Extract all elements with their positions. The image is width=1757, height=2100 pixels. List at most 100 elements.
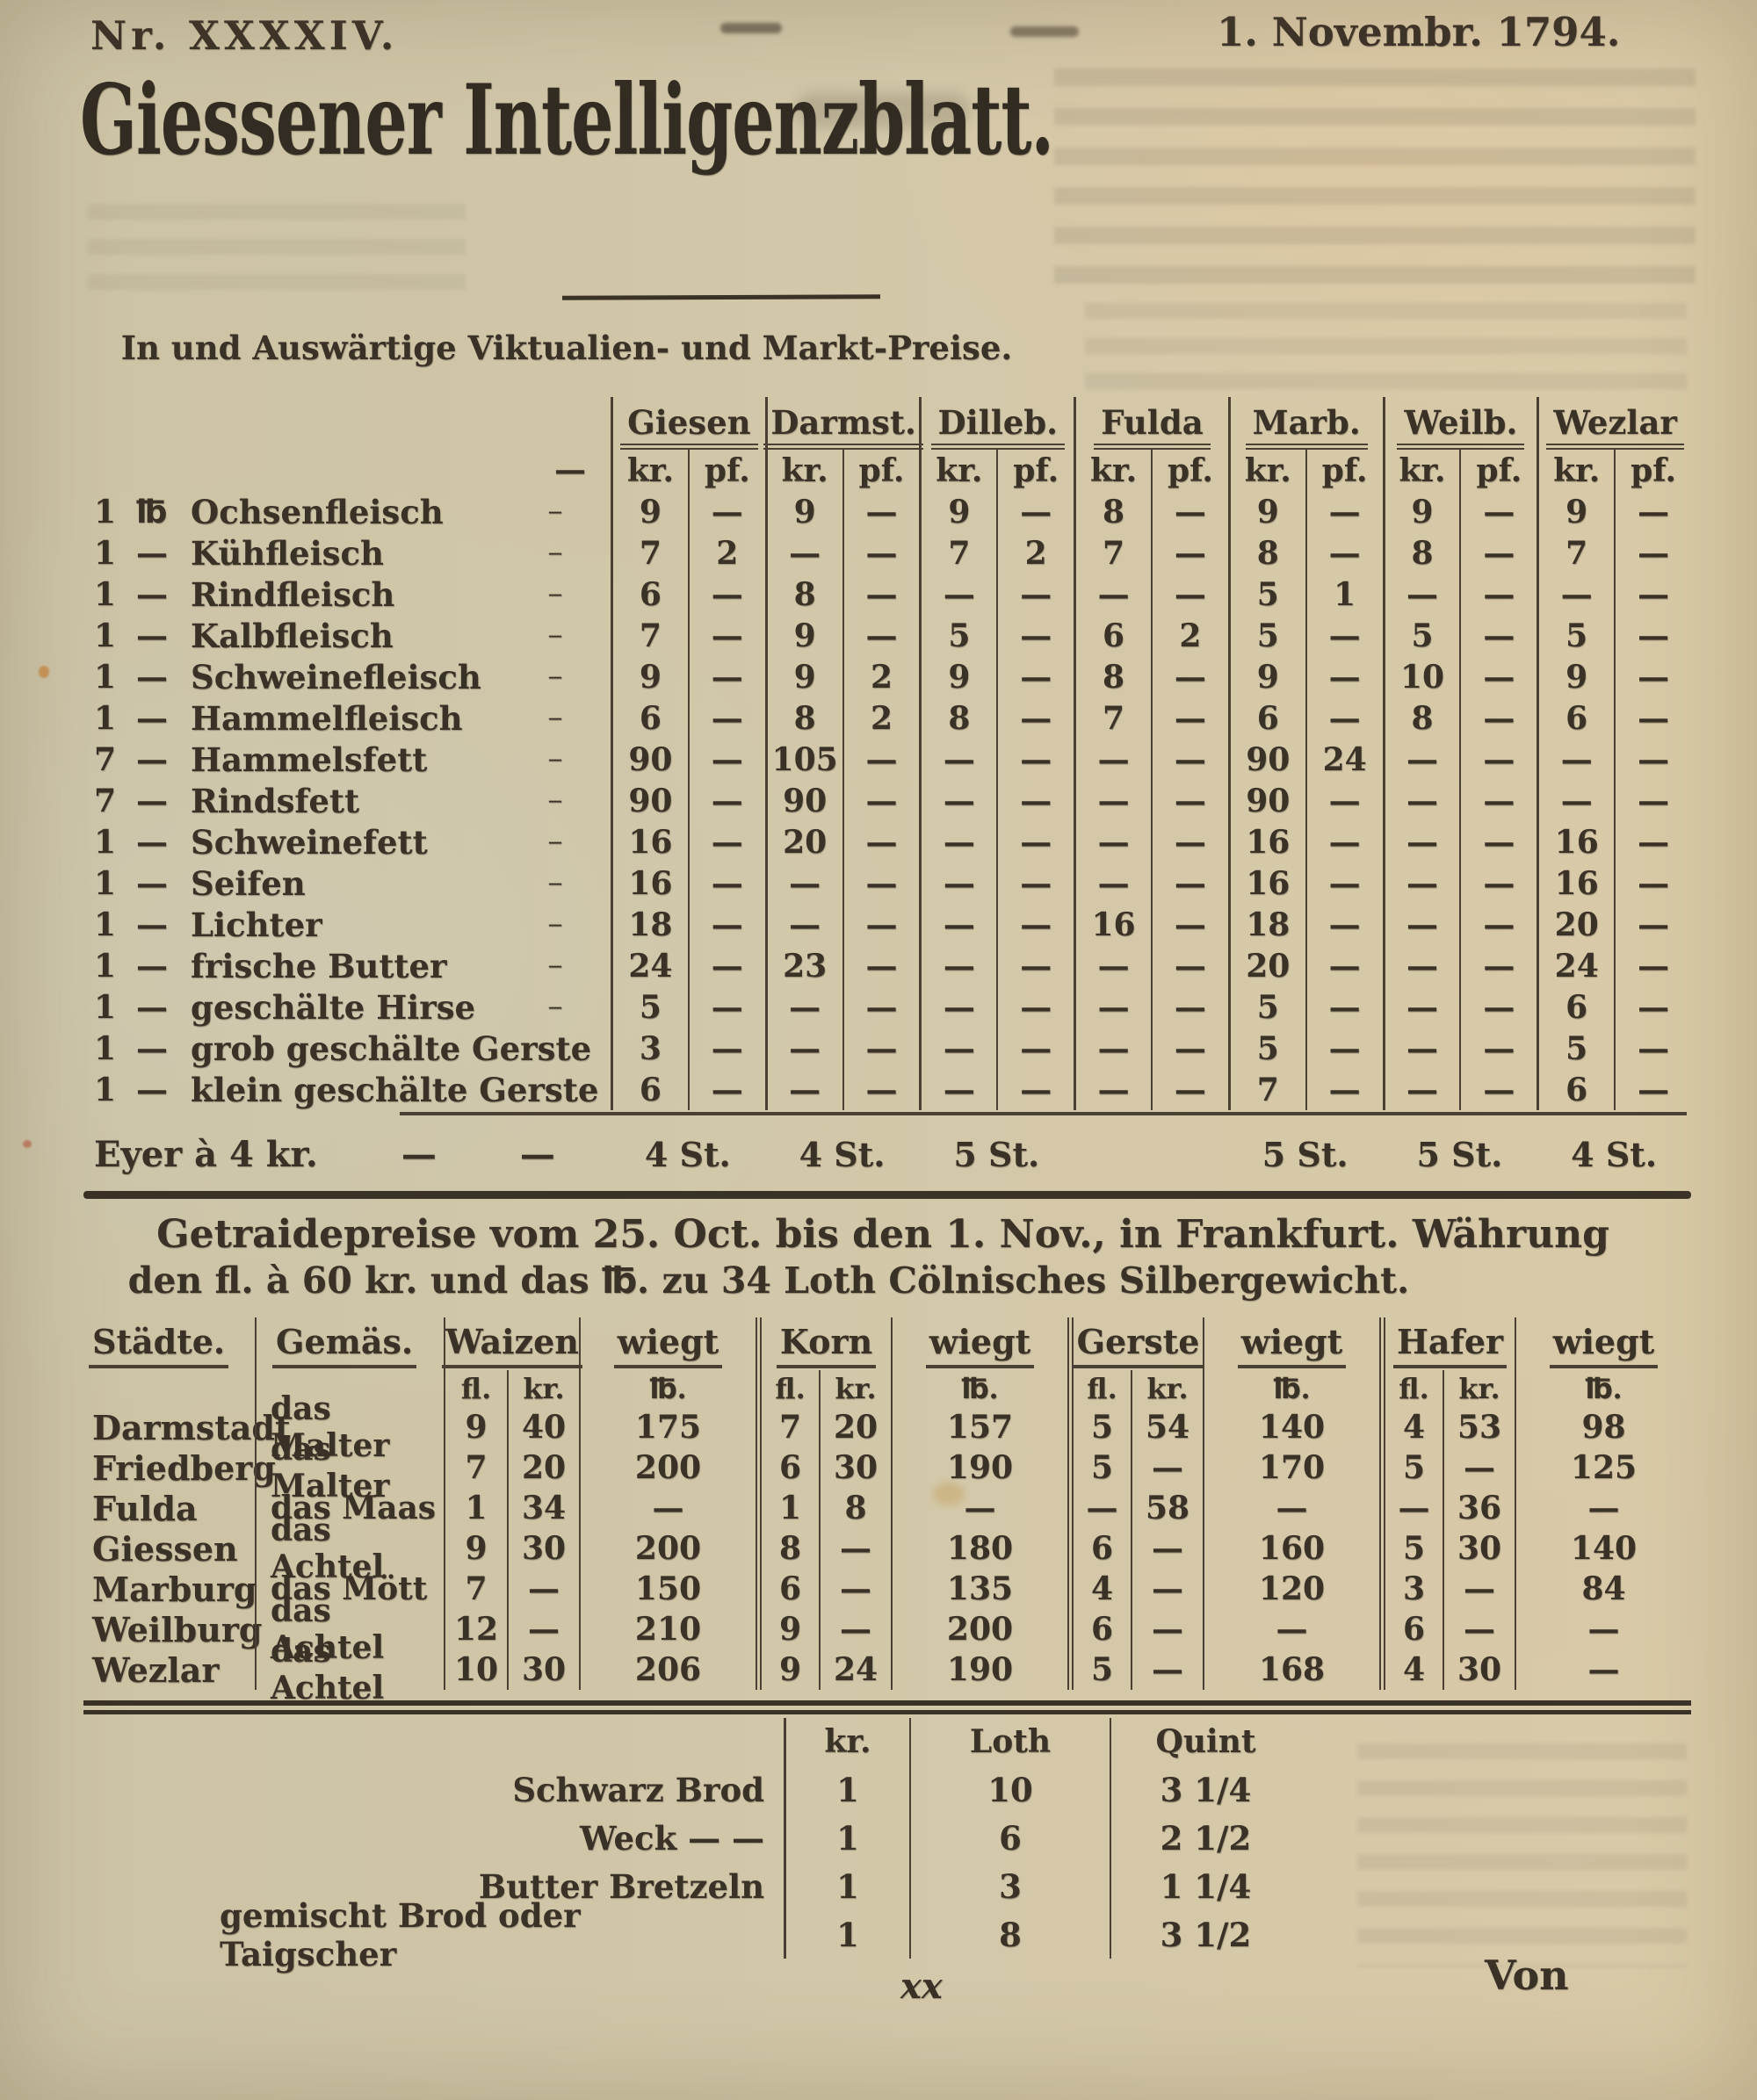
market-value: — [919, 780, 996, 821]
grain-header-waizen: Waizen [442, 1317, 582, 1370]
market-value: — [919, 904, 996, 945]
market-value: 5 [1536, 615, 1614, 656]
grain-header-wiegt: wiegt [1515, 1317, 1691, 1370]
market-pf-header: pf. [842, 450, 920, 491]
bread-loth-value: 8 [911, 1910, 1111, 1959]
market-value: 2 [842, 656, 920, 697]
market-value: — [1305, 532, 1383, 574]
eggs-value: 4 St. [644, 1134, 731, 1174]
market-kr-header: kr. [764, 450, 842, 491]
market-value: 16 [1227, 821, 1305, 862]
market-value: — [687, 656, 765, 697]
grain-measure: das Achtel [255, 1512, 444, 1585]
market-value: — [687, 574, 765, 615]
grain-value: — [1515, 1488, 1691, 1528]
grain-value: 36 [1442, 1488, 1515, 1528]
market-value: — [996, 986, 1074, 1028]
grain-value: — [819, 1609, 891, 1649]
market-city-name: Wezlar [1546, 407, 1684, 450]
market-value: — [1382, 780, 1460, 821]
market-value: — [842, 1028, 920, 1069]
signature-mark: xx [900, 1966, 943, 2007]
grain-value: — [1131, 1569, 1203, 1609]
grain-city: Weilburg [92, 1609, 263, 1649]
market-value: — [687, 1028, 765, 1069]
market-value: — [1459, 1028, 1536, 1069]
grain-value: 58 [1131, 1488, 1203, 1528]
grain-value: 206 [579, 1649, 756, 1690]
market-value: — [1459, 491, 1536, 532]
grain-value: 140 [1203, 1407, 1379, 1447]
grain-value: 7 [756, 1407, 819, 1447]
grain-value: — [1131, 1528, 1203, 1569]
market-value: 16 [1536, 821, 1614, 862]
market-value: 20 [1536, 904, 1614, 945]
bread-header-quint: Quint [1155, 1723, 1256, 1760]
row-quantity: 7 [94, 740, 117, 778]
market-value: — [1150, 574, 1228, 615]
bread-item: Schwarz Brod [220, 1765, 786, 1814]
row-unit: ℔ [136, 493, 168, 530]
market-value: — [919, 821, 996, 862]
market-value: 2 [996, 532, 1074, 574]
grain-value: 24 [819, 1649, 891, 1690]
market-kr-header: kr. [611, 450, 688, 491]
grain-value: 190 [891, 1447, 1067, 1488]
grain-name: Gerste [1073, 1325, 1204, 1368]
market-value: — [996, 862, 1074, 904]
row-trailing-dash: — [548, 545, 562, 561]
market-value: — [842, 615, 920, 656]
grain-value: 9 [444, 1407, 507, 1447]
bread-corner-cell [220, 1718, 786, 1765]
market-kr-header: kr. [919, 450, 996, 491]
market-value: — [764, 532, 842, 574]
row-unit: — [136, 1071, 168, 1108]
market-value: — [1382, 1069, 1460, 1110]
grain-name: Hafer [1392, 1325, 1508, 1368]
grain-value: 140 [1515, 1528, 1691, 1569]
market-value: — [1305, 491, 1383, 532]
eggs-value: 4 St. [799, 1134, 886, 1174]
market-value: 23 [764, 945, 842, 986]
grain-value: 6 [1067, 1528, 1131, 1569]
row-unit: — [136, 782, 168, 819]
market-value: — [687, 862, 765, 904]
row-trailing-dash: — [548, 916, 562, 933]
ink-smudge [720, 23, 782, 33]
row-item: Rindsfett [191, 781, 360, 820]
market-value: 5 [611, 986, 688, 1028]
bleed-through-ghost [1357, 1743, 1687, 1967]
market-value: — [996, 1028, 1074, 1069]
market-value: — [1614, 532, 1691, 574]
row-unit: — [136, 534, 168, 572]
market-value: — [1074, 780, 1151, 821]
row-trailing-dash: — [548, 875, 562, 891]
market-value: — [996, 491, 1074, 532]
wiegt-label: wiegt [613, 1325, 723, 1368]
grain-header-wiegt: wiegt [579, 1317, 756, 1370]
market-value: 9 [1536, 491, 1614, 532]
market-value: 105 [764, 739, 842, 780]
grain-value: 53 [1442, 1407, 1515, 1447]
market-value: 90 [1227, 739, 1305, 780]
grain-value: 5 [1067, 1447, 1131, 1488]
market-row-label: 1 — Schweinefleisch — [83, 656, 611, 697]
market-value: 5 [1227, 1028, 1305, 1069]
grain-measure: das Maas [255, 1488, 444, 1528]
grain-value: 98 [1515, 1407, 1691, 1447]
market-value: — [1614, 739, 1691, 780]
market-value: — [1150, 945, 1228, 986]
market-value: 18 [611, 904, 688, 945]
grain-value: 210 [579, 1609, 756, 1649]
market-city-name: Dilleb. [930, 407, 1066, 450]
market-value: — [996, 1069, 1074, 1110]
market-value: — [1382, 986, 1460, 1028]
market-value: 7 [1536, 532, 1614, 574]
market-value: — [842, 739, 920, 780]
market-value: — [687, 904, 765, 945]
market-value: 7 [1227, 1069, 1305, 1110]
row-trailing-dash: — [548, 668, 562, 685]
grain-header-gemaes: Gemäs. [255, 1317, 444, 1370]
market-value: 8 [764, 574, 842, 615]
market-value: — [1150, 656, 1228, 697]
